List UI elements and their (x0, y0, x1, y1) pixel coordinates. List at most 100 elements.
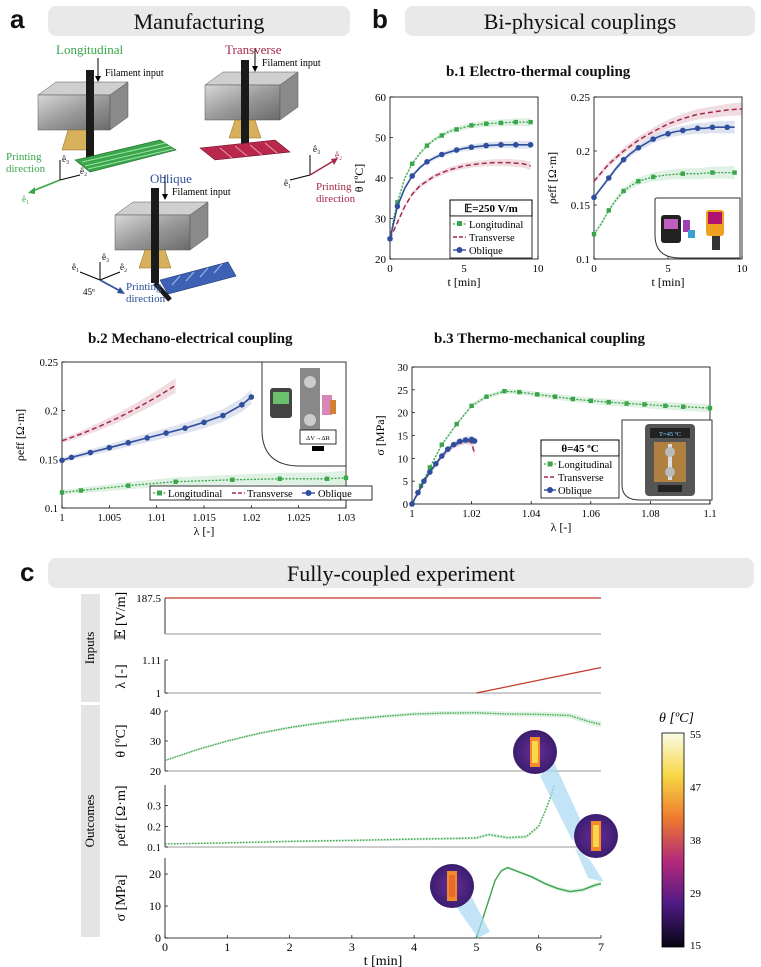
b1-legend-trans: Transverse (469, 233, 515, 244)
b3-sigma-lambda-point (421, 478, 427, 484)
axis-e2-a: ê₂ (80, 166, 87, 176)
b2-rho-lambda-point (144, 435, 150, 441)
b3-sigma-lambda-point (606, 399, 611, 405)
b2-rho-lambda-xtick-label: 1.03 (337, 513, 355, 524)
b1-theta-point (454, 127, 459, 132)
c-E-ytick-label: 187.5 (136, 593, 161, 605)
b1-theta-point (484, 121, 489, 126)
b3-legend-obl: Oblique (558, 486, 592, 497)
b1-theta-xtick-label: 5 (461, 263, 467, 275)
b1-rho-xtick-label: 10 (737, 263, 749, 275)
axis-e3-o: ê₃ (102, 252, 109, 262)
b1-rho-line-transverse (593, 108, 743, 182)
axis-e2-o: ê₂ (120, 262, 127, 272)
b1-theta-ytick-label: 60 (375, 92, 387, 104)
b2-legend-obl: Oblique (318, 489, 352, 500)
b1-theta-point (453, 147, 460, 153)
b2-rho-lambda-point (324, 476, 330, 481)
b1-theta-ytick-label: 40 (375, 173, 387, 185)
label-oblique: Oblique (150, 171, 192, 186)
c-rho-ytick-label: 0.2 (147, 821, 161, 833)
c-theta-ytick-label: 30 (150, 736, 162, 748)
b2-rho-lambda-line-oblique (61, 396, 252, 462)
b1-theta-point (387, 235, 393, 242)
b1-theta-xtick-label: 0 (387, 263, 393, 275)
printer-oblique: Filament input Oblique ê₃ ê₂ ê₁ 45º Prin… (72, 171, 237, 305)
b3-sigma-lambda-ytick-label: 10 (398, 454, 409, 465)
b1-theta-point (394, 203, 401, 210)
filament-input-label-3: Filament input (172, 187, 231, 198)
b2-rho-lambda-point (68, 454, 75, 461)
angle-label: 45º (83, 287, 95, 297)
b1-rho-point (665, 130, 671, 137)
b3-sigma-lambda-ytick-label: 0 (403, 500, 408, 511)
b3-sigma-lambda-ytick-label: 25 (398, 386, 409, 397)
b1-theta-point (527, 141, 534, 148)
b1-theta-ylabel: θ [ºC] (352, 164, 366, 192)
c-lambda-ytick-label: 1.11 (142, 655, 161, 667)
c-sigma-xtick-label: 0 (162, 940, 168, 954)
c-rho-ylabel: ρeff [Ω·m] (114, 785, 129, 846)
panel-a-illustrations: Filament input Longitudinal ê₃ ê₂ ê₁ Pri… (6, 42, 356, 305)
c-sigma-ytick-label: 0 (155, 931, 161, 945)
b3-sigma-lambda-point (439, 453, 445, 459)
panel-a-title: Manufacturing (133, 9, 265, 34)
panel-c-banner: Fully-coupled experiment (48, 558, 754, 588)
thermal-snapshots (430, 730, 618, 938)
b2-rho-lambda-point (87, 449, 94, 456)
printing-label-3: Printing (126, 281, 162, 293)
colorbar-tick-55: 55 (690, 729, 702, 741)
b2-rho-lambda-point (126, 483, 131, 488)
filament-input-label-2: Filament input (262, 58, 321, 69)
b2-rho-lambda-point (239, 402, 245, 408)
b3-sigma-lambda-xtick-label: 1.1 (703, 509, 716, 520)
panel-b-letter: b (372, 4, 388, 34)
chart-c-E: 187.5 𝔼 [V/m] (114, 592, 601, 640)
direction-label-1: direction (6, 163, 46, 175)
b1-theta-point (439, 133, 444, 138)
direction-label-3: direction (126, 293, 166, 305)
colorbar-title: θ [ºC] (659, 711, 694, 726)
b1-rho-ytick-label: 0.15 (571, 200, 591, 212)
b3-sigma-lambda-line-oblique (411, 438, 475, 505)
chart-c-sigma: 0 10 20 0 1 2 3 4 5 6 7 t [min] σ [MPa] (114, 858, 604, 967)
b1-theta-point (424, 143, 430, 148)
b2-title: b.2 Mechano-electrical coupling (88, 331, 293, 347)
axis-e1-o: ê₁ (72, 262, 79, 272)
b1-legend-long: Longitudinal (469, 220, 523, 231)
c-rho-ytick-label: 0.3 (147, 801, 161, 813)
b3-sigma-lambda-point (484, 394, 489, 399)
b3-sigma-lambda-point (415, 489, 421, 496)
b3-sigma-lambda-point (462, 437, 469, 443)
b1-rho-point (650, 136, 656, 142)
b1-rho-point (591, 231, 597, 237)
b3-sigma-lambda-point (439, 442, 444, 447)
colorbar-tick-29: 29 (690, 888, 702, 900)
b3-legend-long: Longitudinal (558, 460, 612, 471)
b2-legend-long: Longitudinal (168, 489, 222, 500)
b1-rho-point (710, 170, 715, 175)
b2-rho-lambda-xtick-label: 1.005 (98, 513, 122, 524)
b1-theta-point (469, 123, 474, 128)
c-lambda-ytick-label: 1 (156, 688, 162, 700)
c-sigma-xtick-label: 3 (349, 940, 355, 954)
chart-c-lambda: 1 1.11 λ [-] (114, 655, 602, 700)
b1-theta-ytick-label: 20 (375, 254, 387, 266)
label-longitudinal: Longitudinal (56, 42, 124, 57)
b2-rho-lambda-ytick-label: 0.2 (45, 407, 58, 418)
b2-rho-lambda-point (182, 425, 188, 431)
b2-rho-lambda-point (248, 394, 255, 400)
b1-rho-point (606, 208, 611, 213)
b1-rho-point (709, 124, 716, 131)
b2-rho-lambda-ylabel: ρeff [Ω·m] (13, 409, 27, 461)
b2-rho-lambda-point (220, 412, 226, 419)
b3-sigma-lambda-point (427, 465, 433, 470)
panel-a-banner: Manufacturing (48, 6, 350, 36)
b1-rho-ytick-label: 0.1 (576, 254, 590, 266)
b1-inset-equipment (654, 197, 741, 259)
axis-e3-a: ê₃ (62, 154, 69, 164)
b1-theta-point (498, 141, 504, 148)
c-sigma-xtick-label: 1 (224, 940, 230, 954)
b1-theta-point (468, 144, 475, 151)
